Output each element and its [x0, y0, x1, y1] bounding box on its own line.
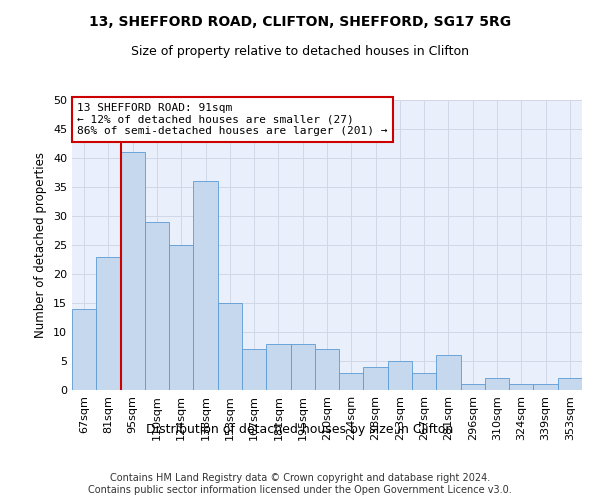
Bar [121, 152, 145, 390]
Bar [533, 384, 558, 390]
Text: 13, SHEFFORD ROAD, CLIFTON, SHEFFORD, SG17 5RG: 13, SHEFFORD ROAD, CLIFTON, SHEFFORD, SG… [89, 15, 511, 29]
Bar [193, 181, 218, 390]
Bar [485, 378, 509, 390]
Text: Distribution of detached houses by size in Clifton: Distribution of detached houses by size … [146, 422, 454, 436]
Bar [412, 372, 436, 390]
Bar [266, 344, 290, 390]
Bar [290, 344, 315, 390]
Bar [169, 245, 193, 390]
Bar [242, 350, 266, 390]
Bar [558, 378, 582, 390]
Text: Contains HM Land Registry data © Crown copyright and database right 2024.
Contai: Contains HM Land Registry data © Crown c… [88, 474, 512, 495]
Bar [315, 350, 339, 390]
Bar [72, 309, 96, 390]
Bar [96, 256, 121, 390]
Bar [461, 384, 485, 390]
Y-axis label: Number of detached properties: Number of detached properties [34, 152, 47, 338]
Text: Size of property relative to detached houses in Clifton: Size of property relative to detached ho… [131, 45, 469, 58]
Bar [145, 222, 169, 390]
Bar [388, 361, 412, 390]
Bar [436, 355, 461, 390]
Bar [509, 384, 533, 390]
Text: 13 SHEFFORD ROAD: 91sqm
← 12% of detached houses are smaller (27)
86% of semi-de: 13 SHEFFORD ROAD: 91sqm ← 12% of detache… [77, 103, 388, 136]
Bar [364, 367, 388, 390]
Bar [339, 372, 364, 390]
Bar [218, 303, 242, 390]
